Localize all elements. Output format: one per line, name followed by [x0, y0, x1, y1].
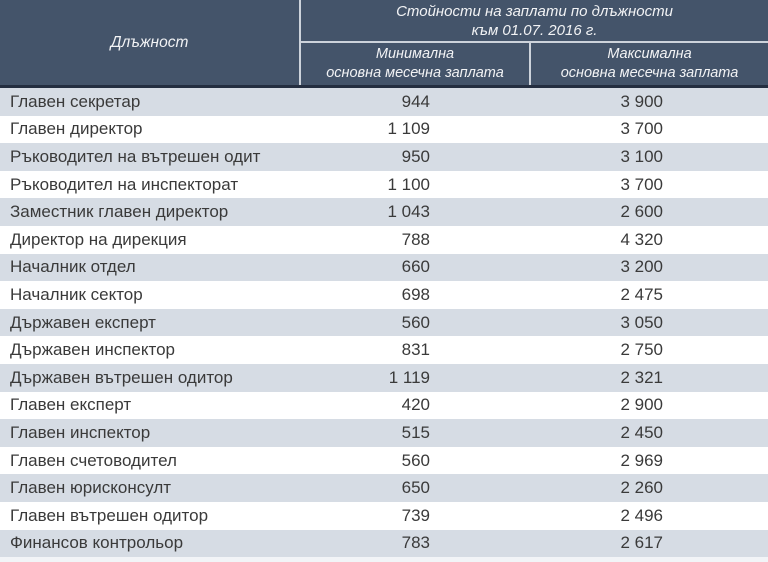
- table-row: Началник отдел 660 3 200: [0, 253, 768, 282]
- max-salary-cell: 4 320: [620, 229, 663, 249]
- group-title-line2: към 01.07. 2016 г.: [471, 21, 598, 39]
- table-row: Ръководител на инспекторат 1 100 3 700: [0, 170, 768, 199]
- min-salary-cell: 698: [401, 284, 430, 304]
- table-row: Държавен вътрешен одитор 1 119 2 321: [0, 363, 768, 392]
- position-cell: Ръководител на вътрешен одит: [10, 146, 261, 166]
- table-body: Главен секретар 944 3 900 Главен директо…: [0, 88, 768, 558]
- table-row: Главен експерт 420 2 900: [0, 391, 768, 420]
- table-header: Длъжност Стойности на заплати по длъжнос…: [0, 0, 768, 88]
- min-salary-cell: 1 043: [387, 202, 430, 222]
- min-salary-header-line1: Минимална: [375, 46, 455, 62]
- max-salary-cell: 2 475: [620, 284, 663, 304]
- min-salary-cell: 1 109: [387, 119, 430, 139]
- max-salary-cell: 2 617: [620, 533, 663, 553]
- min-salary-cell: 1 119: [388, 367, 430, 387]
- table-row: Държавен инспектор 831 2 750: [0, 336, 768, 364]
- min-salary-cell: 1 100: [387, 174, 430, 194]
- max-salary-cell: 2 321: [620, 367, 663, 387]
- table-row: Главен инспектор 515 2 450: [0, 419, 768, 447]
- min-salary-cell: 420: [401, 395, 430, 415]
- position-cell: Главен експерт: [10, 395, 132, 415]
- position-cell: Финансов контрольор: [10, 533, 184, 553]
- column-header-position: Длъжност: [0, 0, 301, 85]
- max-salary-cell: 3 200: [620, 257, 663, 277]
- position-cell: Държавен инспектор: [10, 340, 176, 360]
- position-cell: Ръководител на инспекторат: [10, 174, 239, 194]
- column-header-max-salary: Максимална основна месечна заплата: [531, 43, 768, 85]
- max-salary-cell: 3 100: [620, 146, 663, 166]
- table-row: Главен счетоводител 560 2 969: [0, 446, 768, 475]
- position-cell: Главен счетоводител: [10, 450, 177, 470]
- min-salary-cell: 950: [401, 146, 430, 166]
- table-row: Заместник главен директор 1 043 2 600: [0, 198, 768, 226]
- min-salary-cell: 650: [401, 478, 430, 498]
- min-salary-header-line2: основна месечна заплата: [326, 65, 504, 81]
- min-salary-cell: 660: [401, 257, 430, 277]
- position-cell: Главен юрисконсулт: [10, 478, 172, 498]
- position-cell: Главен секретар: [10, 91, 141, 111]
- position-cell: Главен инспектор: [10, 422, 151, 442]
- table-row: Главен директор 1 109 3 700: [0, 115, 768, 144]
- min-salary-cell: 739: [401, 505, 430, 525]
- table-row: Директор на дирекция 788 4 320: [0, 225, 768, 254]
- position-cell: Държавен вътрешен одитор: [10, 367, 233, 387]
- column-header-position-label: Длъжност: [110, 33, 189, 51]
- table-row: Ръководител на вътрешен одит 950 3 100: [0, 143, 768, 171]
- max-salary-cell: 2 750: [620, 340, 663, 360]
- min-salary-cell: 560: [401, 312, 430, 332]
- max-salary-cell: 3 700: [620, 119, 663, 139]
- min-salary-cell: 515: [401, 422, 430, 442]
- position-cell: Главен вътрешен одитор: [10, 505, 209, 525]
- max-salary-header-line1: Максимална: [607, 46, 692, 62]
- max-salary-cell: 3 900: [620, 91, 663, 111]
- position-cell: Началник сектор: [10, 284, 143, 304]
- table-row: Финансов контрольор 783 2 617: [0, 529, 768, 558]
- max-salary-cell: 3 050: [620, 312, 663, 332]
- position-cell: Заместник главен директор: [10, 202, 229, 222]
- position-cell: Директор на дирекция: [10, 229, 187, 249]
- max-salary-cell: 2 496: [620, 505, 663, 525]
- table-row: Главен юрисконсулт 650 2 260: [0, 474, 768, 502]
- max-salary-cell: 2 600: [620, 202, 663, 222]
- min-salary-cell: 783: [401, 533, 430, 553]
- group-title: Стойности на заплати по длъжности към 01…: [301, 0, 768, 43]
- position-cell: Началник отдел: [10, 257, 136, 277]
- sub-header-row: Минимална основна месечна заплата Максим…: [301, 43, 768, 85]
- table-row: Главен вътрешен одитор 739 2 496: [0, 501, 768, 530]
- min-salary-cell: 788: [401, 229, 430, 249]
- max-salary-cell: 3 700: [620, 174, 663, 194]
- min-salary-cell: 560: [401, 450, 430, 470]
- column-header-min-salary: Минимална основна месечна заплата: [301, 43, 531, 85]
- group-title-line1: Стойности на заплати по длъжности: [396, 2, 673, 20]
- max-salary-header-line2: основна месечна заплата: [560, 65, 739, 81]
- table-row: Началник сектор 698 2 475: [0, 281, 768, 309]
- min-salary-cell: 831: [401, 340, 430, 360]
- max-salary-cell: 2 969: [620, 450, 663, 470]
- header-right-group: Стойности на заплати по длъжности към 01…: [301, 0, 768, 85]
- max-salary-cell: 2 900: [620, 395, 663, 415]
- max-salary-cell: 2 450: [620, 422, 663, 442]
- position-cell: Главен директор: [10, 119, 143, 139]
- position-cell: Държавен експерт: [10, 312, 156, 332]
- min-salary-cell: 944: [401, 91, 430, 111]
- table-row: Държавен експерт 560 3 050: [0, 308, 768, 337]
- table-row: Главен секретар 944 3 900: [0, 88, 768, 116]
- max-salary-cell: 2 260: [620, 478, 663, 498]
